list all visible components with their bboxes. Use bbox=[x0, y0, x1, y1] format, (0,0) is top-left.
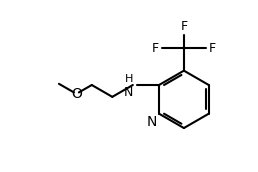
Text: N: N bbox=[124, 86, 133, 99]
Text: F: F bbox=[209, 42, 216, 55]
Text: F: F bbox=[152, 42, 159, 55]
Text: O: O bbox=[71, 87, 82, 101]
Text: F: F bbox=[180, 20, 188, 33]
Text: H: H bbox=[124, 74, 133, 84]
Text: N: N bbox=[147, 115, 157, 129]
